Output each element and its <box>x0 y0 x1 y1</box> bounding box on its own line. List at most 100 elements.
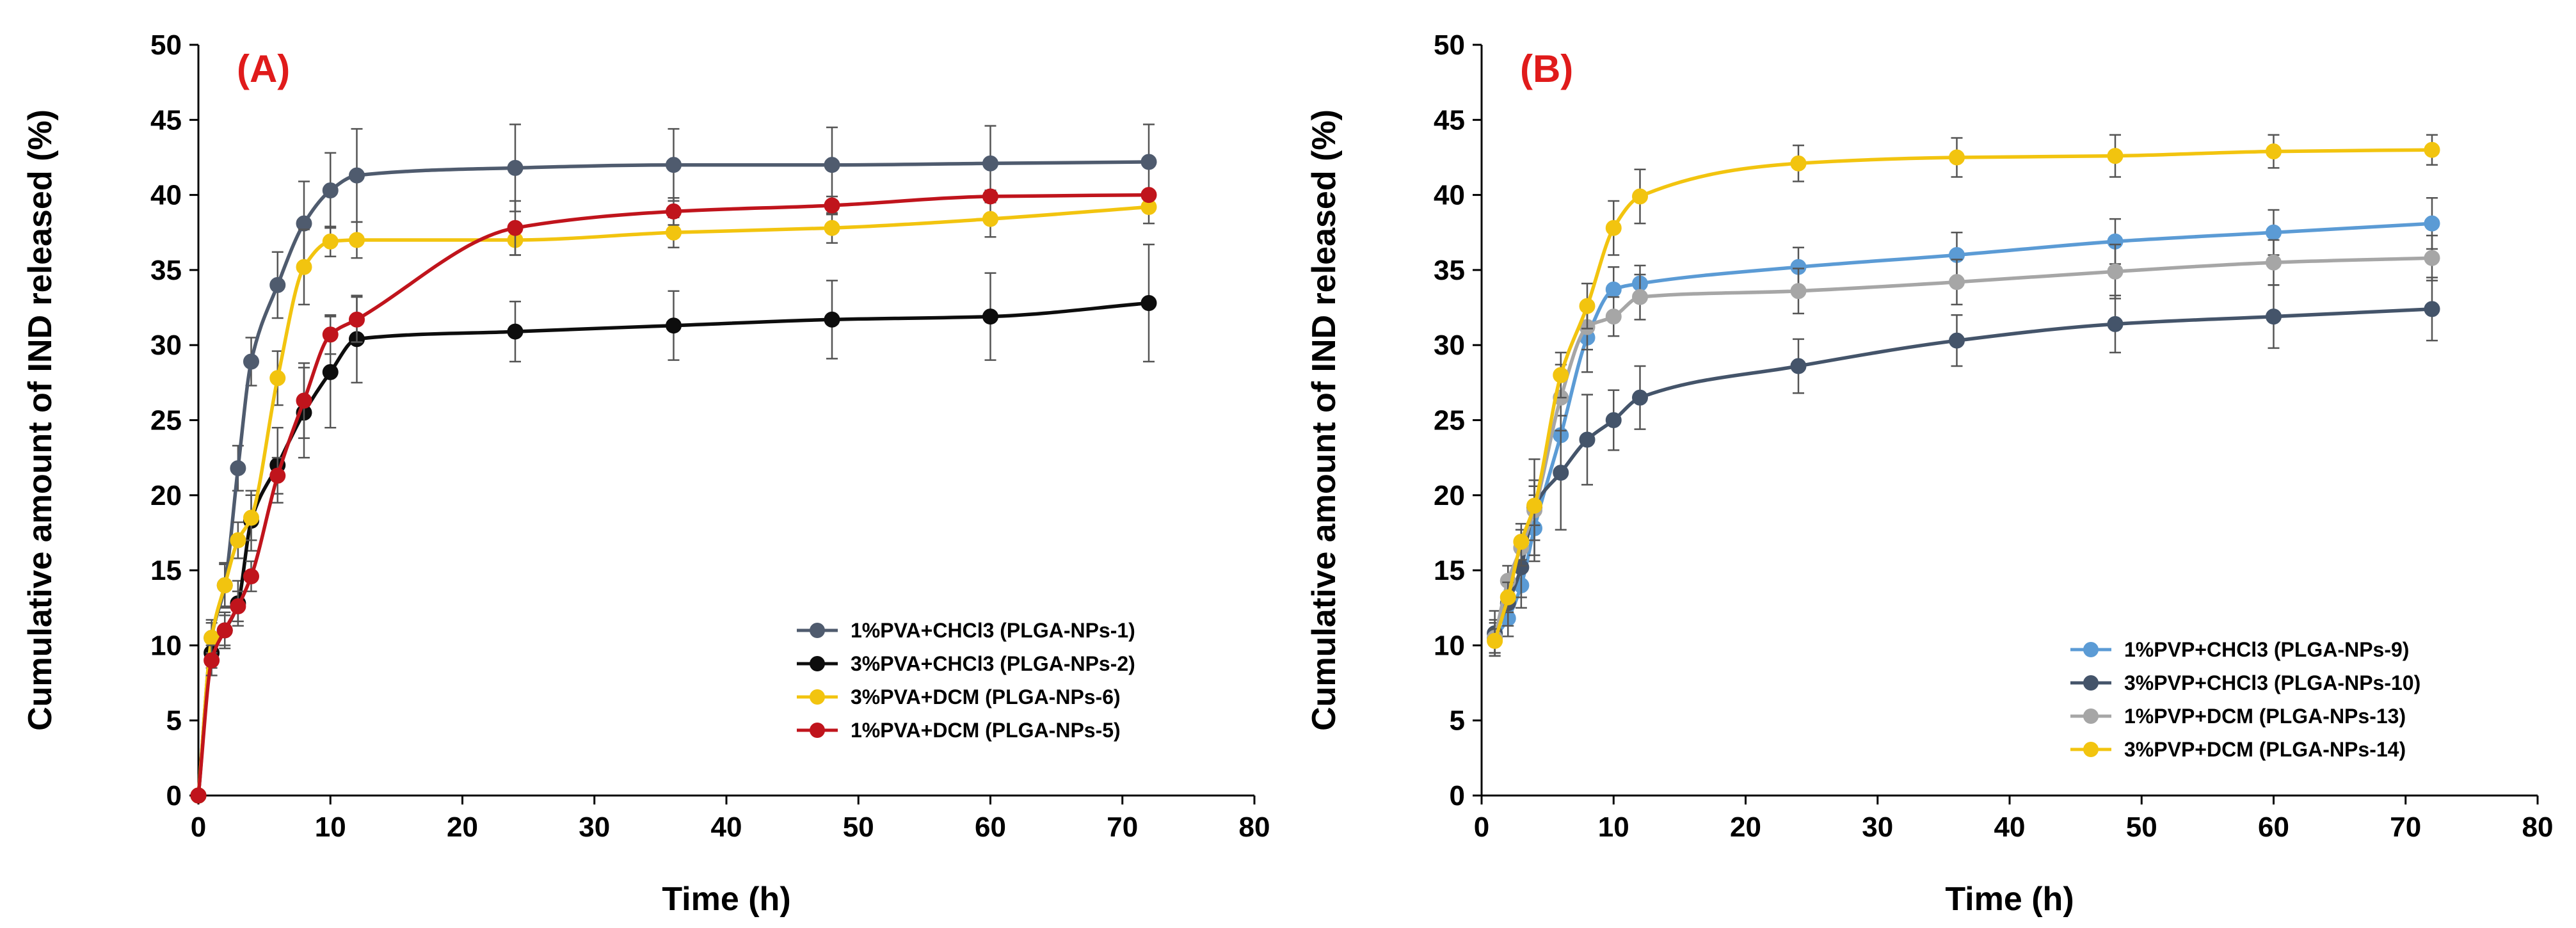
data-point <box>1949 274 1965 291</box>
data-point <box>1632 289 1648 305</box>
y-tick-label: 10 <box>150 630 182 661</box>
data-point <box>243 353 259 370</box>
x-axis-label: Time (h) <box>662 881 790 918</box>
x-tick-label: 60 <box>2258 812 2289 843</box>
legend-swatch-marker <box>2083 642 2099 657</box>
y-tick-label: 20 <box>1434 480 1465 511</box>
data-point <box>322 233 339 250</box>
data-point <box>507 159 524 176</box>
chart-panel-b: 0 5 10 15 20 25 30 35 40 45 50 0 10 20 30 40 50 60 70 80 Tim… <box>1306 29 2553 918</box>
legend-swatch-marker <box>2083 675 2099 691</box>
data-point <box>243 568 259 584</box>
data-point <box>216 622 233 639</box>
legend-swatch-marker <box>810 656 825 671</box>
x-tick-label: 70 <box>1107 812 1138 843</box>
legend-swatch-marker <box>2083 742 2099 757</box>
data-point <box>1579 298 1596 314</box>
data-point <box>824 197 840 214</box>
data-point <box>824 220 840 236</box>
data-point <box>982 155 998 172</box>
data-point <box>216 577 233 594</box>
data-point <box>296 259 312 275</box>
x-tick-label: 30 <box>1862 812 1893 843</box>
legend-swatch-marker <box>810 623 825 638</box>
y-tick-label: 5 <box>166 705 182 737</box>
y-tick-label: 45 <box>150 104 182 136</box>
data-point <box>349 311 365 328</box>
legend-label: 3%PVP+DCM (PLGA-NPs-14) <box>2124 738 2406 761</box>
data-point <box>507 323 524 340</box>
series-4 <box>1487 134 2440 654</box>
legend-label: 1%PVA+DCM (PLGA-NPs-5) <box>851 719 1121 742</box>
legend-swatch-marker <box>810 689 825 705</box>
data-point <box>2424 141 2440 158</box>
data-point <box>269 467 286 484</box>
data-point <box>204 652 220 669</box>
data-point <box>1790 358 1807 374</box>
legend-label: 1%PVP+DCM (PLGA-NPs-13) <box>2124 705 2406 728</box>
data-point <box>190 787 207 804</box>
data-point <box>322 326 339 343</box>
data-point <box>1140 295 1157 312</box>
y-tick-label: 20 <box>150 480 182 511</box>
data-point <box>1487 632 1503 649</box>
data-point <box>230 598 246 614</box>
data-point <box>824 311 840 328</box>
y-tick-label: 40 <box>1434 180 1465 211</box>
data-point <box>1605 220 1622 236</box>
data-point <box>2107 263 2124 280</box>
data-point <box>349 167 365 184</box>
data-point <box>2424 301 2440 317</box>
legend-label: 3%PVA+DCM (PLGA-NPs-6) <box>851 685 1121 708</box>
x-tick-label: 0 <box>191 812 206 843</box>
x-tick-label: 10 <box>315 812 346 843</box>
data-point <box>2266 143 2282 160</box>
data-point <box>982 211 998 227</box>
y-tick-label: 50 <box>150 29 182 61</box>
y-tick-label: 10 <box>1434 630 1465 661</box>
legend-swatch-marker <box>2083 708 2099 724</box>
data-point <box>2107 148 2124 164</box>
data-point <box>2266 308 2282 325</box>
x-tick-label: 40 <box>711 812 742 843</box>
data-point <box>322 364 339 380</box>
data-point <box>296 392 312 409</box>
data-point <box>666 157 682 173</box>
series-4 <box>190 187 1157 804</box>
data-point <box>1605 308 1622 325</box>
data-point <box>1632 389 1648 406</box>
data-point <box>349 232 365 248</box>
series-3 <box>1487 234 2440 654</box>
x-tick-label: 70 <box>2390 812 2421 843</box>
y-tick-label: 15 <box>150 555 182 586</box>
data-point <box>824 157 840 173</box>
data-point <box>1140 154 1157 170</box>
data-point <box>230 460 246 477</box>
data-point <box>1513 534 1530 550</box>
y-axis-label: Cumulative amount of IND released (%) <box>1306 109 1343 731</box>
data-point <box>2424 215 2440 232</box>
y-tick-label: 35 <box>150 255 182 286</box>
data-point <box>1605 412 1622 428</box>
x-tick-label: 10 <box>1598 812 1629 843</box>
y-tick-label: 50 <box>1434 29 1465 61</box>
data-point <box>269 370 286 387</box>
y-tick-label: 30 <box>150 330 182 361</box>
series-1 <box>1487 197 2440 657</box>
data-point <box>1553 367 1569 383</box>
data-point <box>666 317 682 334</box>
data-point <box>507 220 524 236</box>
series-line <box>196 193 1149 796</box>
y-tick-label: 15 <box>1434 555 1465 586</box>
data-point <box>1553 465 1569 481</box>
y-tick-label: 40 <box>150 180 182 211</box>
x-axis-label: Time (h) <box>1945 881 2074 918</box>
data-point <box>243 509 259 526</box>
x-tick-label: 50 <box>2126 812 2157 843</box>
data-point <box>982 308 998 325</box>
data-point <box>269 276 286 293</box>
data-point <box>1790 155 1807 172</box>
x-tick-label: 0 <box>1474 812 1489 843</box>
data-point <box>1579 431 1596 448</box>
y-tick-label: 0 <box>166 780 182 812</box>
